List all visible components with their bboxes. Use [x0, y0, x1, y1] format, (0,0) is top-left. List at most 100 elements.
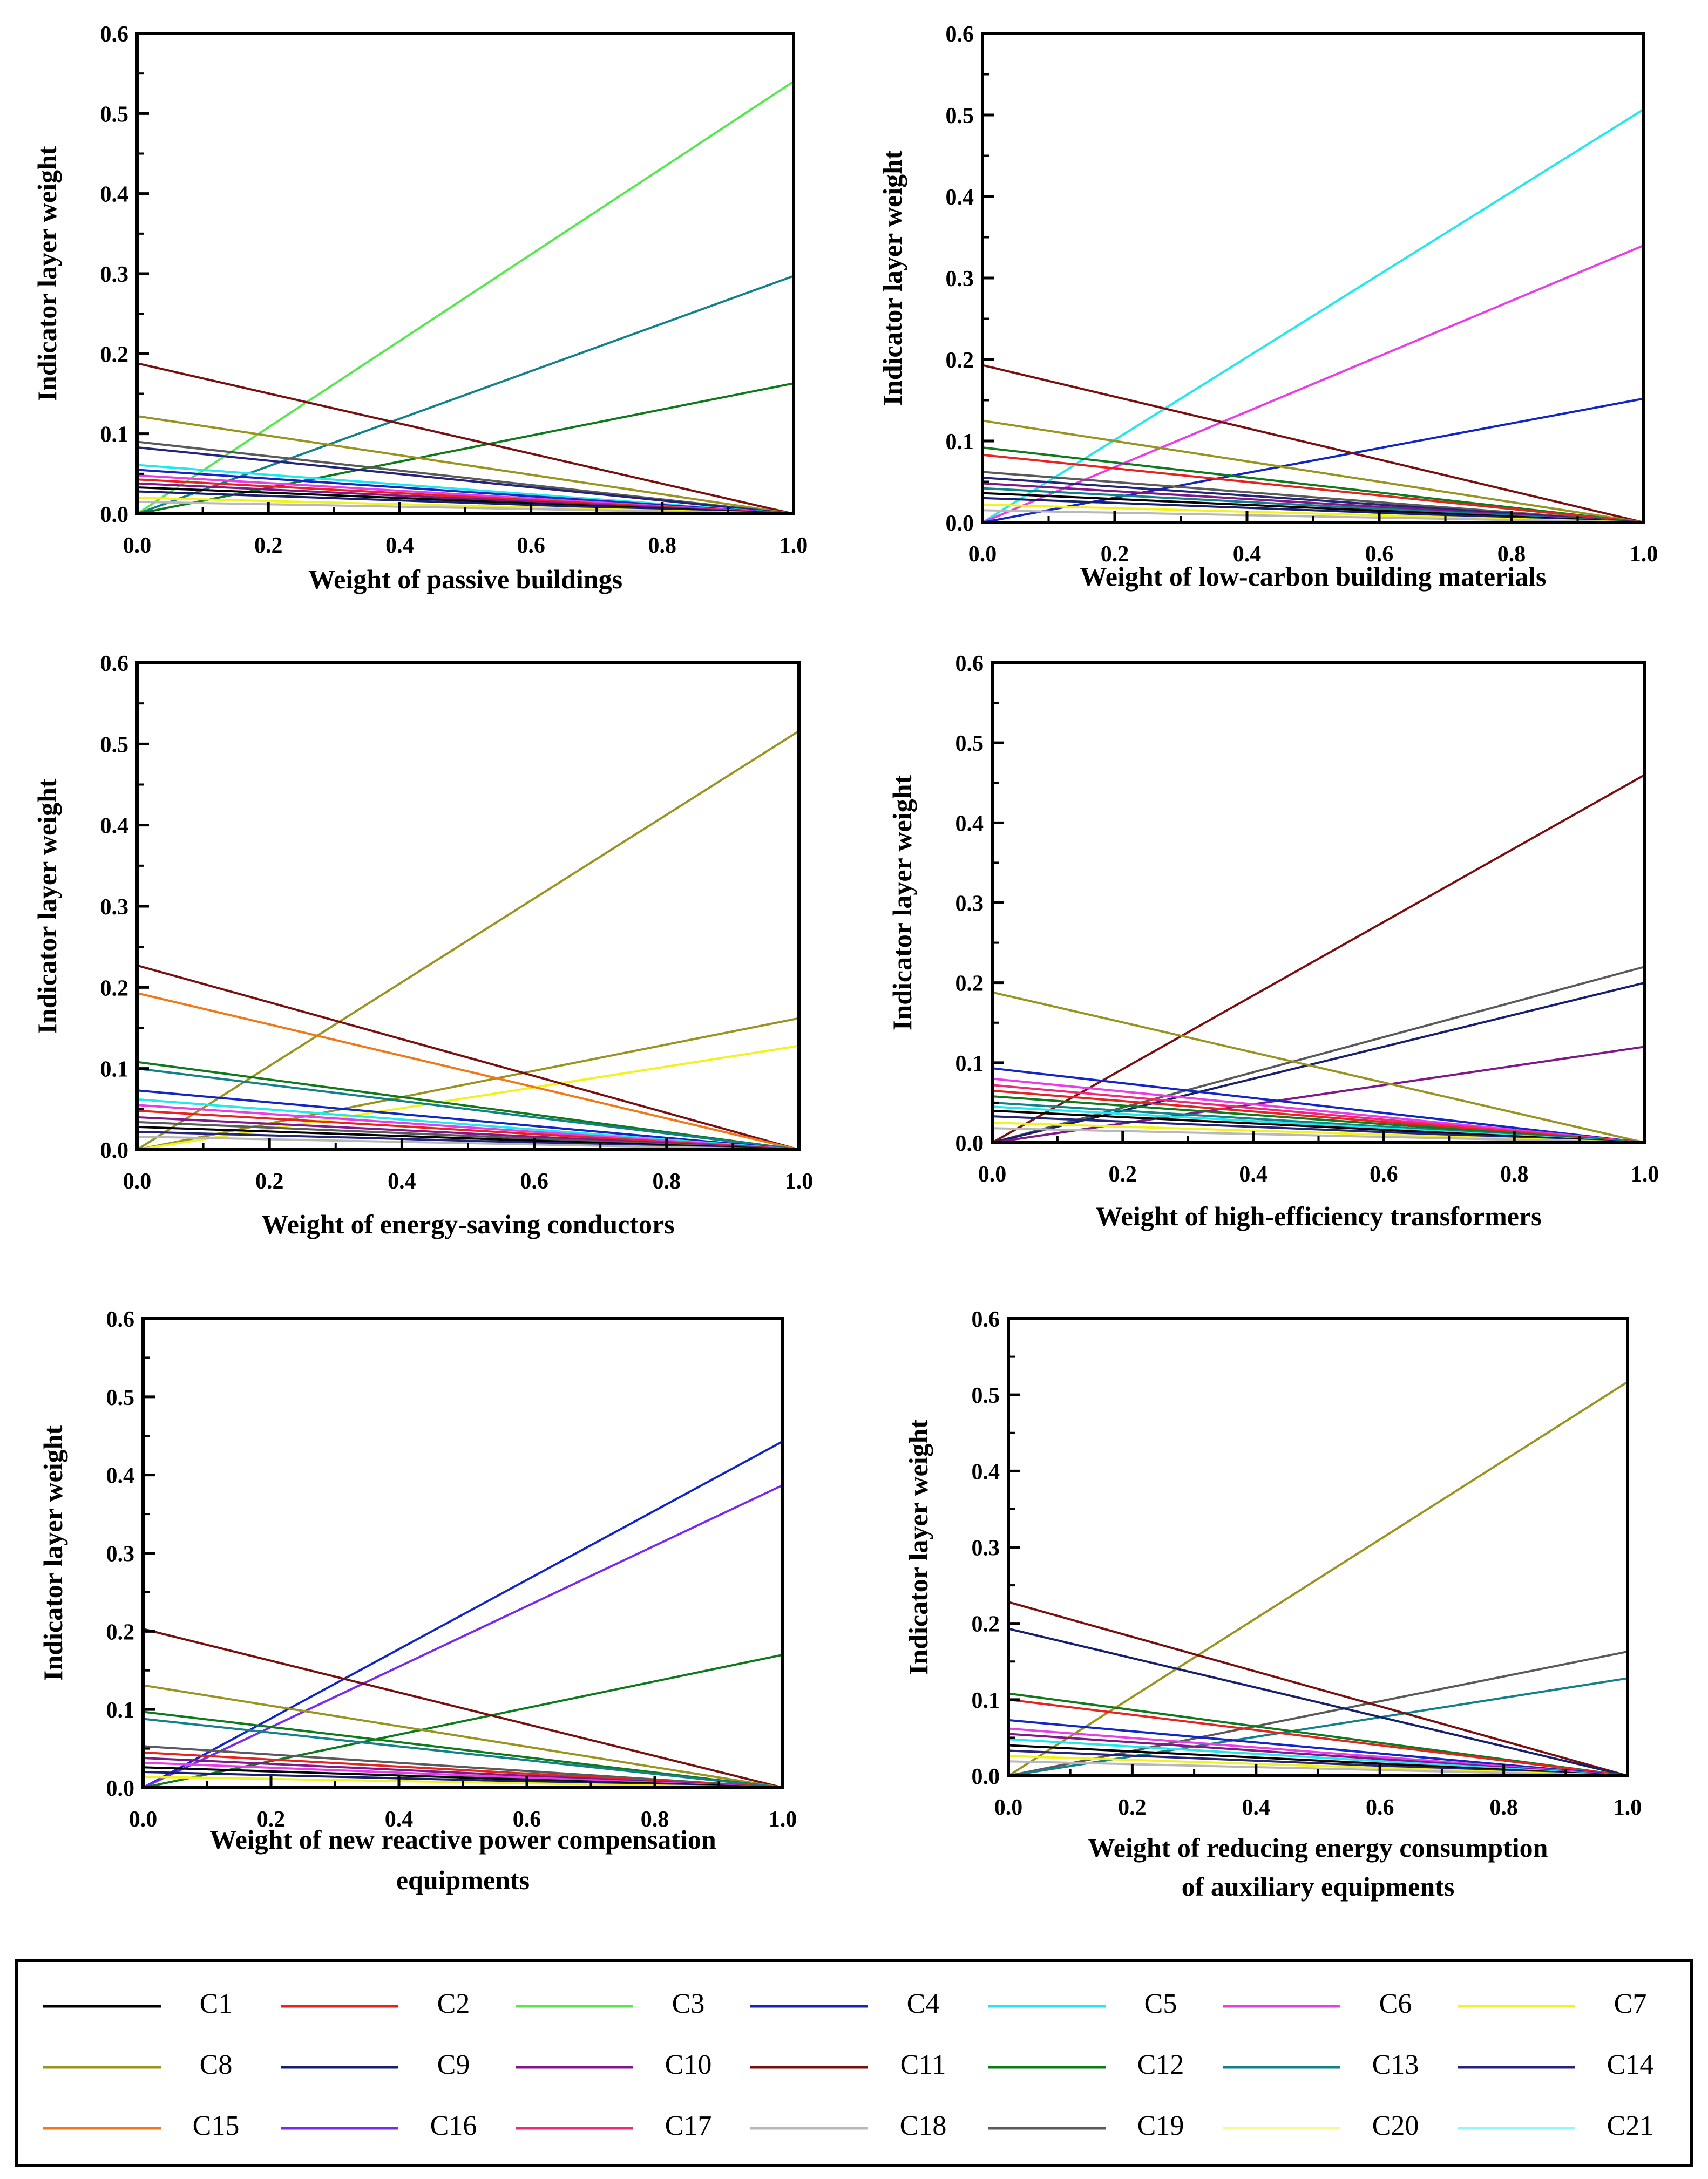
series-line-c14: [137, 446, 794, 515]
y-tick-label: 0.5: [100, 732, 129, 757]
x-axis-label: Weight of new reactive power compensatio…: [209, 1824, 716, 1855]
x-axis-label: Weight of energy-saving conductors: [261, 1209, 674, 1239]
x-tick-label: 0.2: [1118, 1795, 1147, 1820]
legend: C1 C2 C3 C4 C5 C6 C7 C8 C9 C10 C11 C12 C13 C14 C15 C16 C…: [15, 1959, 1693, 2167]
y-axis-label: Indicator layer weight: [32, 146, 62, 401]
y-tick-label: 0.6: [100, 651, 129, 676]
y-tick-label: 0.1: [946, 430, 974, 454]
legend-label: C12: [1137, 2049, 1184, 2080]
x-tick-label: 0.6: [517, 533, 545, 558]
y-tick-label: 0.1: [100, 1057, 129, 1082]
legend-label: C21: [1607, 2110, 1654, 2141]
legend-label: C6: [1379, 1988, 1412, 2019]
series-line-c11: [137, 964, 799, 1151]
y-tick-label: 0.2: [106, 1620, 135, 1645]
series-line-c8: [143, 1684, 783, 1789]
y-tick-label: 0.2: [972, 1612, 1000, 1637]
series-line-c13: [143, 1718, 783, 1789]
x-tick-label: 0.0: [994, 1795, 1023, 1820]
legend-label: C15: [193, 2110, 240, 2141]
series-line-c7: [137, 1044, 799, 1151]
x-tick-label: 0.0: [978, 1162, 1007, 1187]
x-tick-label: 0.8: [648, 533, 677, 558]
x-tick-label: 0.0: [123, 1169, 152, 1194]
series-line-c11: [1008, 1601, 1628, 1777]
x-tick-label: 0.8: [1489, 1795, 1518, 1820]
y-tick-label: 0.3: [946, 267, 974, 291]
series-line-c8: [982, 419, 1644, 524]
plot-frame: [981, 32, 1645, 524]
y-tick-label: 0.3: [972, 1536, 1000, 1561]
series-line-c16: [143, 1484, 783, 1789]
plot-frame: [141, 1317, 784, 1789]
y-tick-label: 0.3: [100, 895, 129, 920]
plot-frame: [135, 32, 795, 515]
legend-label: C9: [437, 2049, 470, 2080]
x-tick-label: 0.2: [255, 1169, 284, 1194]
y-tick-label: 0.0: [972, 1764, 1000, 1789]
legend-item-c21: C21: [1458, 2110, 1653, 2141]
y-tick-label: 0.2: [946, 348, 974, 373]
legend-item-c15: C15: [43, 2110, 239, 2141]
y-tick-label: 0.1: [955, 1051, 984, 1076]
series-line-c4: [137, 1089, 799, 1151]
x-tick-label: 1.0: [1630, 542, 1658, 567]
x-tick-label: 0.0: [968, 542, 997, 567]
series-line-c6: [982, 244, 1644, 524]
x-tick-label: 1.0: [1614, 1795, 1642, 1820]
legend-item-c3: C3: [516, 1988, 704, 2019]
y-tick-label: 0.6: [946, 22, 974, 47]
series-line-c18: [1008, 1760, 1628, 1777]
series-line-c12: [143, 1653, 783, 1789]
series-line-c12: [982, 446, 1644, 524]
y-axis-label: Indicator layer weight: [887, 775, 917, 1030]
x-tick-label: 0.2: [257, 1807, 286, 1832]
legend-item-c12: C12: [988, 2049, 1184, 2080]
series-line-c18: [992, 1127, 1645, 1144]
y-tick-label: 0.1: [106, 1698, 135, 1723]
y-tick-label: 0.5: [955, 731, 984, 756]
y-tick-label: 0.1: [100, 423, 129, 447]
y-tick-label: 0.4: [100, 182, 129, 207]
legend-label: C16: [430, 2110, 477, 2141]
legend-label: C1: [200, 1988, 233, 2019]
x-tick-label: 0.0: [123, 533, 152, 558]
legend-item-c13: C13: [1223, 2049, 1419, 2080]
x-tick-label: 0.6: [1365, 542, 1394, 567]
series-line-c15: [137, 992, 799, 1151]
series-line-c8: [137, 415, 794, 515]
legend-label: C13: [1372, 2049, 1419, 2080]
legend-label: C14: [1607, 2049, 1654, 2080]
legend-item-c19: C19: [988, 2110, 1184, 2141]
series-line-c2: [137, 1109, 799, 1151]
series-line-c13: [137, 1067, 799, 1151]
chart-panel-2: 0.0 0.1 0.2 0.3 0.4 0.5 0.6 0.0 0.2 0.4 0.6 0.8 1.0 I…: [877, 22, 1658, 592]
chart-panel-4: 0.0 0.1 0.2 0.3 0.4 0.5 0.6 0.0 0.2 0.4 0.6 0.8 1.0 I…: [887, 651, 1659, 1231]
x-axis-label: equipments: [396, 1865, 530, 1895]
x-tick-label: 0.2: [1109, 1162, 1137, 1187]
legend-item-c16: C16: [281, 2110, 477, 2141]
legend-label: C8: [200, 2049, 233, 2080]
legend-item-c2: C2: [281, 1988, 470, 2019]
legend-item-c20: C20: [1223, 2110, 1419, 2141]
series-line-c12: [143, 1710, 783, 1789]
y-tick-label: 0.4: [955, 811, 984, 836]
y-tick-label: 0.0: [955, 1131, 984, 1156]
legend-label: C18: [900, 2110, 947, 2141]
y-tick-label: 0.3: [955, 892, 984, 917]
x-axis-label: Weight of reducing energy consumption: [1088, 1832, 1548, 1863]
chart-panel-1: 0.0 0.1 0.2 0.3 0.4 0.5 0.6 0.0 0.2 0.4 0.6 0.8 1.0 I…: [32, 22, 808, 594]
y-axis-label: Indicator layer weight: [903, 1420, 933, 1675]
y-tick-label: 0.6: [972, 1307, 1000, 1332]
plot-frame: [135, 661, 801, 1151]
x-tick-label: 0.8: [653, 1169, 681, 1194]
y-tick-label: 0.1: [972, 1688, 1000, 1713]
x-tick-label: 1.0: [1631, 1162, 1659, 1187]
y-tick-label: 0.4: [946, 185, 974, 210]
y-axis-label: Indicator layer weight: [38, 1425, 68, 1681]
legend-item-c7: C7: [1458, 1988, 1646, 2019]
x-axis-label: Weight of passive buildings: [308, 564, 622, 594]
y-tick-label: 0.2: [100, 976, 129, 1001]
y-tick-label: 0.0: [100, 503, 129, 527]
x-tick-label: 0.6: [1370, 1162, 1398, 1187]
